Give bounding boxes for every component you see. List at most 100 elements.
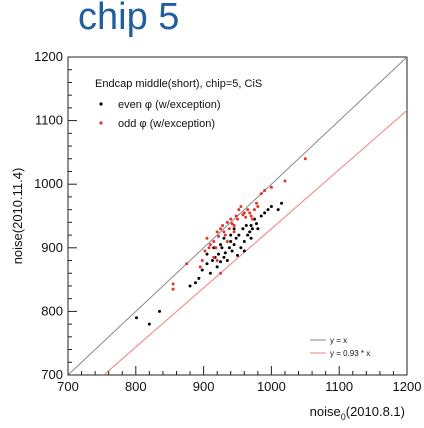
- data-point-s0-16: [223, 251, 227, 255]
- data-point-s1-38: [269, 185, 273, 189]
- data-point-s0-18: [227, 246, 231, 250]
- legend-label-yx: y = x: [330, 336, 347, 345]
- data-point-s0-25: [239, 246, 243, 250]
- data-point-s0-3: [188, 284, 192, 288]
- y-tick-label-3: 1000: [34, 176, 63, 191]
- x-tick-label-1: 800: [125, 379, 147, 394]
- data-point-s1-42: [215, 259, 219, 263]
- legend-label-y093x: y = 0.93 * x: [330, 349, 370, 358]
- data-point-s0-7: [205, 262, 209, 266]
- legend-marker-odd: [99, 121, 103, 125]
- y-tick-label-4: 1100: [35, 113, 63, 128]
- axis-ticks: 700 800 900 1000 1100 1200 700 800 900 1000 1100 12…: [34, 49, 421, 394]
- data-point-s0-4: [193, 281, 197, 285]
- data-point-s1-32: [250, 217, 254, 221]
- data-point-s0-49: [232, 227, 236, 231]
- data-point-s0-0: [134, 316, 138, 320]
- data-point-s1-37: [263, 189, 267, 193]
- data-point-s1-33: [252, 208, 256, 212]
- data-point-s1-25: [239, 204, 243, 208]
- data-point-s1-6: [205, 236, 209, 240]
- data-point-s1-20: [230, 222, 234, 226]
- data-point-s0-6: [200, 268, 204, 272]
- x-axis-label-main: noise: [310, 404, 341, 419]
- x-tick-label-3: 1000: [257, 379, 286, 394]
- data-point-s1-11: [215, 230, 219, 234]
- data-point-s0-21: [232, 243, 236, 247]
- data-point-s1-9: [212, 239, 216, 243]
- x-axis-label: noise0(2010.8.1): [310, 404, 405, 422]
- data-point-s1-10: [214, 246, 218, 250]
- data-point-s0-23: [236, 253, 239, 257]
- data-point-s1-41: [212, 255, 216, 259]
- data-point-s0-41: [280, 201, 284, 205]
- data-point-s0-24: [237, 233, 241, 237]
- data-point-s0-48: [249, 224, 253, 228]
- data-point-s0-35: [256, 227, 260, 231]
- data-point-s1-15: [222, 230, 226, 234]
- data-point-s1-17: [225, 220, 229, 224]
- data-point-s1-19: [229, 217, 233, 221]
- data-point-s0-34: [254, 222, 258, 226]
- data-point-s0-28: [244, 224, 248, 228]
- y-tick-label-0: 700: [41, 367, 63, 382]
- data-points: [134, 157, 307, 326]
- data-point-s1-39: [283, 179, 287, 183]
- plot-frame: [67, 56, 408, 376]
- legend-title: Endcap middle(short), chip=5, CiS: [95, 78, 262, 90]
- data-point-s0-38: [266, 208, 270, 212]
- data-point-s1-1: [171, 287, 175, 291]
- data-point-s1-40: [303, 157, 307, 161]
- data-point-s0-20: [230, 249, 234, 253]
- data-point-s1-36: [259, 192, 263, 196]
- data-point-s1-16: [223, 233, 227, 237]
- x-tick-label-2: 900: [193, 379, 215, 394]
- data-point-s1-4: [200, 259, 204, 263]
- data-point-s1-35: [256, 204, 260, 208]
- data-point-s1-45: [232, 230, 236, 234]
- data-point-s1-44: [225, 239, 229, 243]
- data-point-s0-1: [147, 322, 151, 326]
- data-point-s0-45: [205, 252, 209, 256]
- data-point-s1-7: [207, 246, 211, 250]
- data-point-s0-39: [269, 204, 273, 208]
- data-point-s0-31: [249, 236, 253, 240]
- y-tick-label-2: 900: [41, 240, 63, 255]
- data-point-s0-30: [248, 230, 252, 234]
- data-point-s0-42: [222, 236, 226, 240]
- y-tick-label-5: 1200: [34, 49, 63, 64]
- data-point-s1-28: [244, 215, 248, 219]
- x-tick-label-4: 1100: [325, 379, 353, 394]
- data-point-s1-13: [219, 227, 223, 231]
- data-point-s1-30: [248, 211, 252, 215]
- data-point-s0-2: [158, 309, 162, 313]
- data-point-s1-14: [221, 224, 225, 228]
- data-point-s1-43: [219, 271, 223, 275]
- data-point-s1-12: [217, 234, 221, 238]
- data-point-s0-11: [215, 265, 219, 269]
- data-point-s1-24: [237, 208, 241, 212]
- data-point-s1-29: [246, 208, 250, 212]
- data-point-s1-31: [249, 214, 253, 218]
- data-point-s0-19: [229, 239, 233, 243]
- slide-title: chip 5: [78, 0, 180, 38]
- data-point-s1-2: [185, 262, 189, 266]
- data-point-s0-12: [217, 252, 221, 256]
- data-point-s0-22: [234, 236, 238, 240]
- data-point-s1-23: [236, 217, 239, 221]
- data-point-s0-32: [250, 227, 254, 231]
- data-point-s1-18: [227, 227, 231, 231]
- y-tick-label-1: 800: [41, 303, 63, 318]
- data-point-s1-8: [208, 243, 212, 247]
- data-point-s0-37: [263, 211, 267, 215]
- data-point-s1-22: [234, 214, 238, 218]
- data-point-s0-29: [246, 233, 250, 237]
- data-point-s0-9: [210, 259, 214, 263]
- data-point-s0-44: [229, 233, 233, 237]
- data-point-s0-17: [225, 259, 229, 263]
- legend-label-even: even φ (w/exception): [118, 99, 221, 111]
- data-point-s0-5: [197, 276, 201, 280]
- data-point-s1-34: [254, 201, 258, 205]
- data-point-s0-14: [220, 246, 224, 250]
